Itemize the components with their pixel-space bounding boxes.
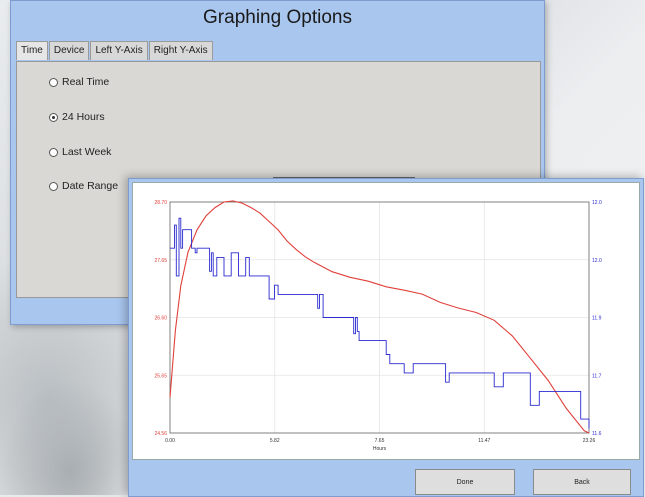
x-tick-label: 5.82 [270,438,280,444]
radio-button-icon[interactable] [49,77,58,87]
radio-label: 24 Hours [62,111,105,123]
graph-window: 0.00 5.82 7.65 11.47 23.26 28.70 27.65 26.60 25.… [128,178,644,497]
left-y-tick-label: 24.56 [154,431,167,437]
radio-24-hours[interactable]: 24 Hours [49,111,105,123]
x-tick-label: 7.65 [375,438,385,444]
right-y-tick-label: 11.9 [592,316,602,322]
radio-label: Real Time [62,76,110,88]
radio-real-time[interactable]: Real Time [49,76,109,88]
background-rock [0,380,140,495]
plot-frame: 0.00 5.82 7.65 11.47 23.26 28.70 27.65 26.60 25.… [132,182,640,460]
right-y-tick-label: 11.7 [592,373,602,379]
radio-button-icon[interactable] [49,181,58,191]
right-y-tick-label: 12.0 [592,200,602,206]
series-line-right-axis [170,217,590,429]
tab-device[interactable]: Device [48,41,90,60]
left-y-tick-label: 25.65 [154,373,167,379]
left-y-tick-label: 28.70 [154,200,167,206]
x-tick-label: 23.26 [583,438,596,444]
tab-strip: Time Device Left Y-Axis Right Y-Axis [16,41,214,60]
done-button[interactable]: Done [415,469,515,495]
left-y-tick-label: 26.60 [154,316,167,322]
radio-label: Date Range [62,180,119,192]
plot-area-border [169,201,590,434]
radio-label: Last Week [62,146,112,158]
tab-right-y-axis[interactable]: Right Y-Axis [148,41,213,60]
radio-button-icon[interactable] [49,147,58,157]
radio-button-selected-icon[interactable] [49,112,58,122]
window-title: Graphing Options [203,7,352,28]
radio-date-range[interactable]: Date Range [49,180,118,192]
x-tick-label: 11.47 [478,438,490,444]
right-y-tick-label: 11.6 [592,431,602,437]
left-y-tick-label: 27.65 [154,258,167,264]
right-y-tick-label: 12.0 [592,258,602,264]
line-chart: 0.00 5.82 7.65 11.47 23.26 28.70 27.65 26.60 25.… [154,200,602,452]
x-tick-label: 0.00 [165,438,175,444]
x-axis-label: Hours [373,446,387,452]
tab-time[interactable]: Time [16,41,48,60]
tab-left-y-axis[interactable]: Left Y-Axis [90,41,148,60]
series-line-left-axis [169,200,590,434]
back-button[interactable]: Back [533,469,631,495]
radio-last-week[interactable]: Last Week [49,146,111,158]
